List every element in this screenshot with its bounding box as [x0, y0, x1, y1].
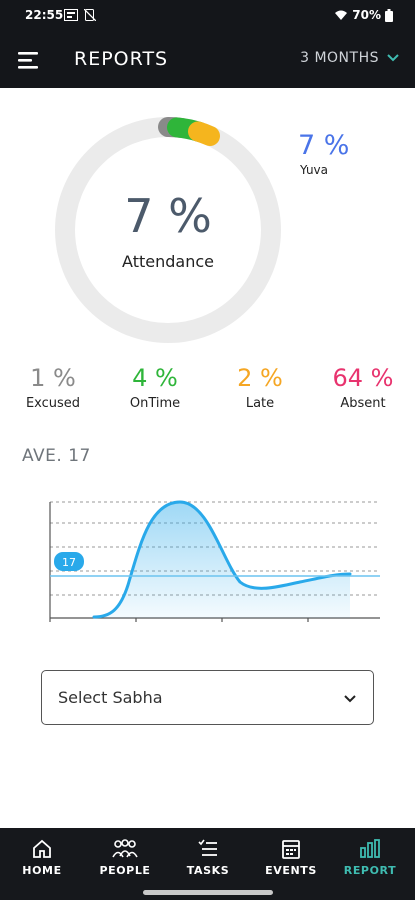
- report-icon: [360, 839, 380, 858]
- bottom-nav: HOME PEOPLE TASKS EVENTS: [0, 828, 415, 900]
- nav-home[interactable]: HOME: [2, 838, 82, 877]
- people-icon: [112, 839, 138, 858]
- nav-report[interactable]: REPORT: [330, 838, 410, 877]
- gesture-bar: [143, 890, 273, 895]
- average-badge-text: 17: [62, 556, 76, 569]
- trend-area: [94, 502, 350, 618]
- attendance-label: Attendance: [122, 252, 214, 271]
- menu-icon[interactable]: [18, 50, 40, 70]
- attendance-percent: 7 %: [124, 189, 212, 243]
- attendance-trend-chart: 17: [49, 500, 380, 622]
- nav-label: PEOPLE: [99, 864, 151, 877]
- select-sabha-label: Select Sabha: [58, 688, 163, 707]
- stat-value: 4 %: [132, 364, 178, 392]
- nav-label: TASKS: [186, 864, 230, 877]
- nav-label: REPORT: [343, 864, 397, 877]
- battery-percent: 70%: [352, 8, 381, 22]
- range-selector[interactable]: 3 MONTHS: [300, 50, 399, 66]
- nav-tasks[interactable]: TASKS: [168, 838, 248, 877]
- chevron-down-icon: [344, 695, 356, 703]
- trend-line: [92, 500, 352, 619]
- person-name: Yuva: [300, 163, 329, 177]
- stat-late: 2 % Late: [210, 364, 310, 411]
- battery-icon: [385, 8, 393, 22]
- attendance-gauge: [55, 117, 281, 343]
- status-time: 22:55: [25, 8, 64, 22]
- average-badge: [54, 552, 84, 571]
- stat-value: 2 %: [237, 364, 283, 392]
- nav-label: HOME: [22, 864, 62, 877]
- notification-icon: [64, 9, 78, 21]
- status-right: 70%: [334, 8, 393, 22]
- nav-events[interactable]: EVENTS: [251, 838, 331, 877]
- stat-label: Late: [245, 396, 275, 411]
- tasks-icon: [198, 839, 217, 856]
- dnd-off-icon: [84, 9, 96, 21]
- stat-excused: 1 % Excused: [3, 364, 103, 411]
- gauge-center: 7 % Attendance: [52, 114, 284, 346]
- app-bar: REPORTS 3 MONTHS: [0, 32, 415, 88]
- nav-people[interactable]: PEOPLE: [85, 838, 165, 877]
- nav-label: EVENTS: [265, 864, 317, 877]
- stat-ontime: 4 % OnTime: [105, 364, 205, 411]
- status-bar: 22:55 70%: [0, 0, 415, 32]
- grid-lines: [50, 501, 380, 596]
- stat-value: 64 %: [332, 364, 394, 392]
- stat-absent: 64 % Absent: [313, 364, 413, 411]
- page-title: REPORTS: [74, 48, 169, 70]
- person-percent: 7 %: [298, 130, 350, 161]
- stat-value: 1 %: [30, 364, 76, 392]
- wifi-icon: [335, 10, 348, 20]
- stat-label: Excused: [25, 396, 81, 411]
- stat-label: OnTime: [129, 396, 181, 411]
- late-arc: [188, 121, 220, 146]
- average-label: AVE. 17: [22, 446, 91, 466]
- select-sabha-dropdown[interactable]: Select Sabha: [41, 670, 374, 725]
- person-summary: 7 % Yuva: [298, 130, 349, 177]
- chevron-down-icon: [387, 54, 399, 62]
- events-icon: [282, 840, 300, 859]
- home-icon: [33, 839, 51, 858]
- range-label: 3 MONTHS: [300, 50, 379, 66]
- stat-label: Absent: [340, 396, 386, 411]
- stats-row: 1 % Excused 4 % OnTime 2 % Late 64 % Abs…: [0, 364, 415, 424]
